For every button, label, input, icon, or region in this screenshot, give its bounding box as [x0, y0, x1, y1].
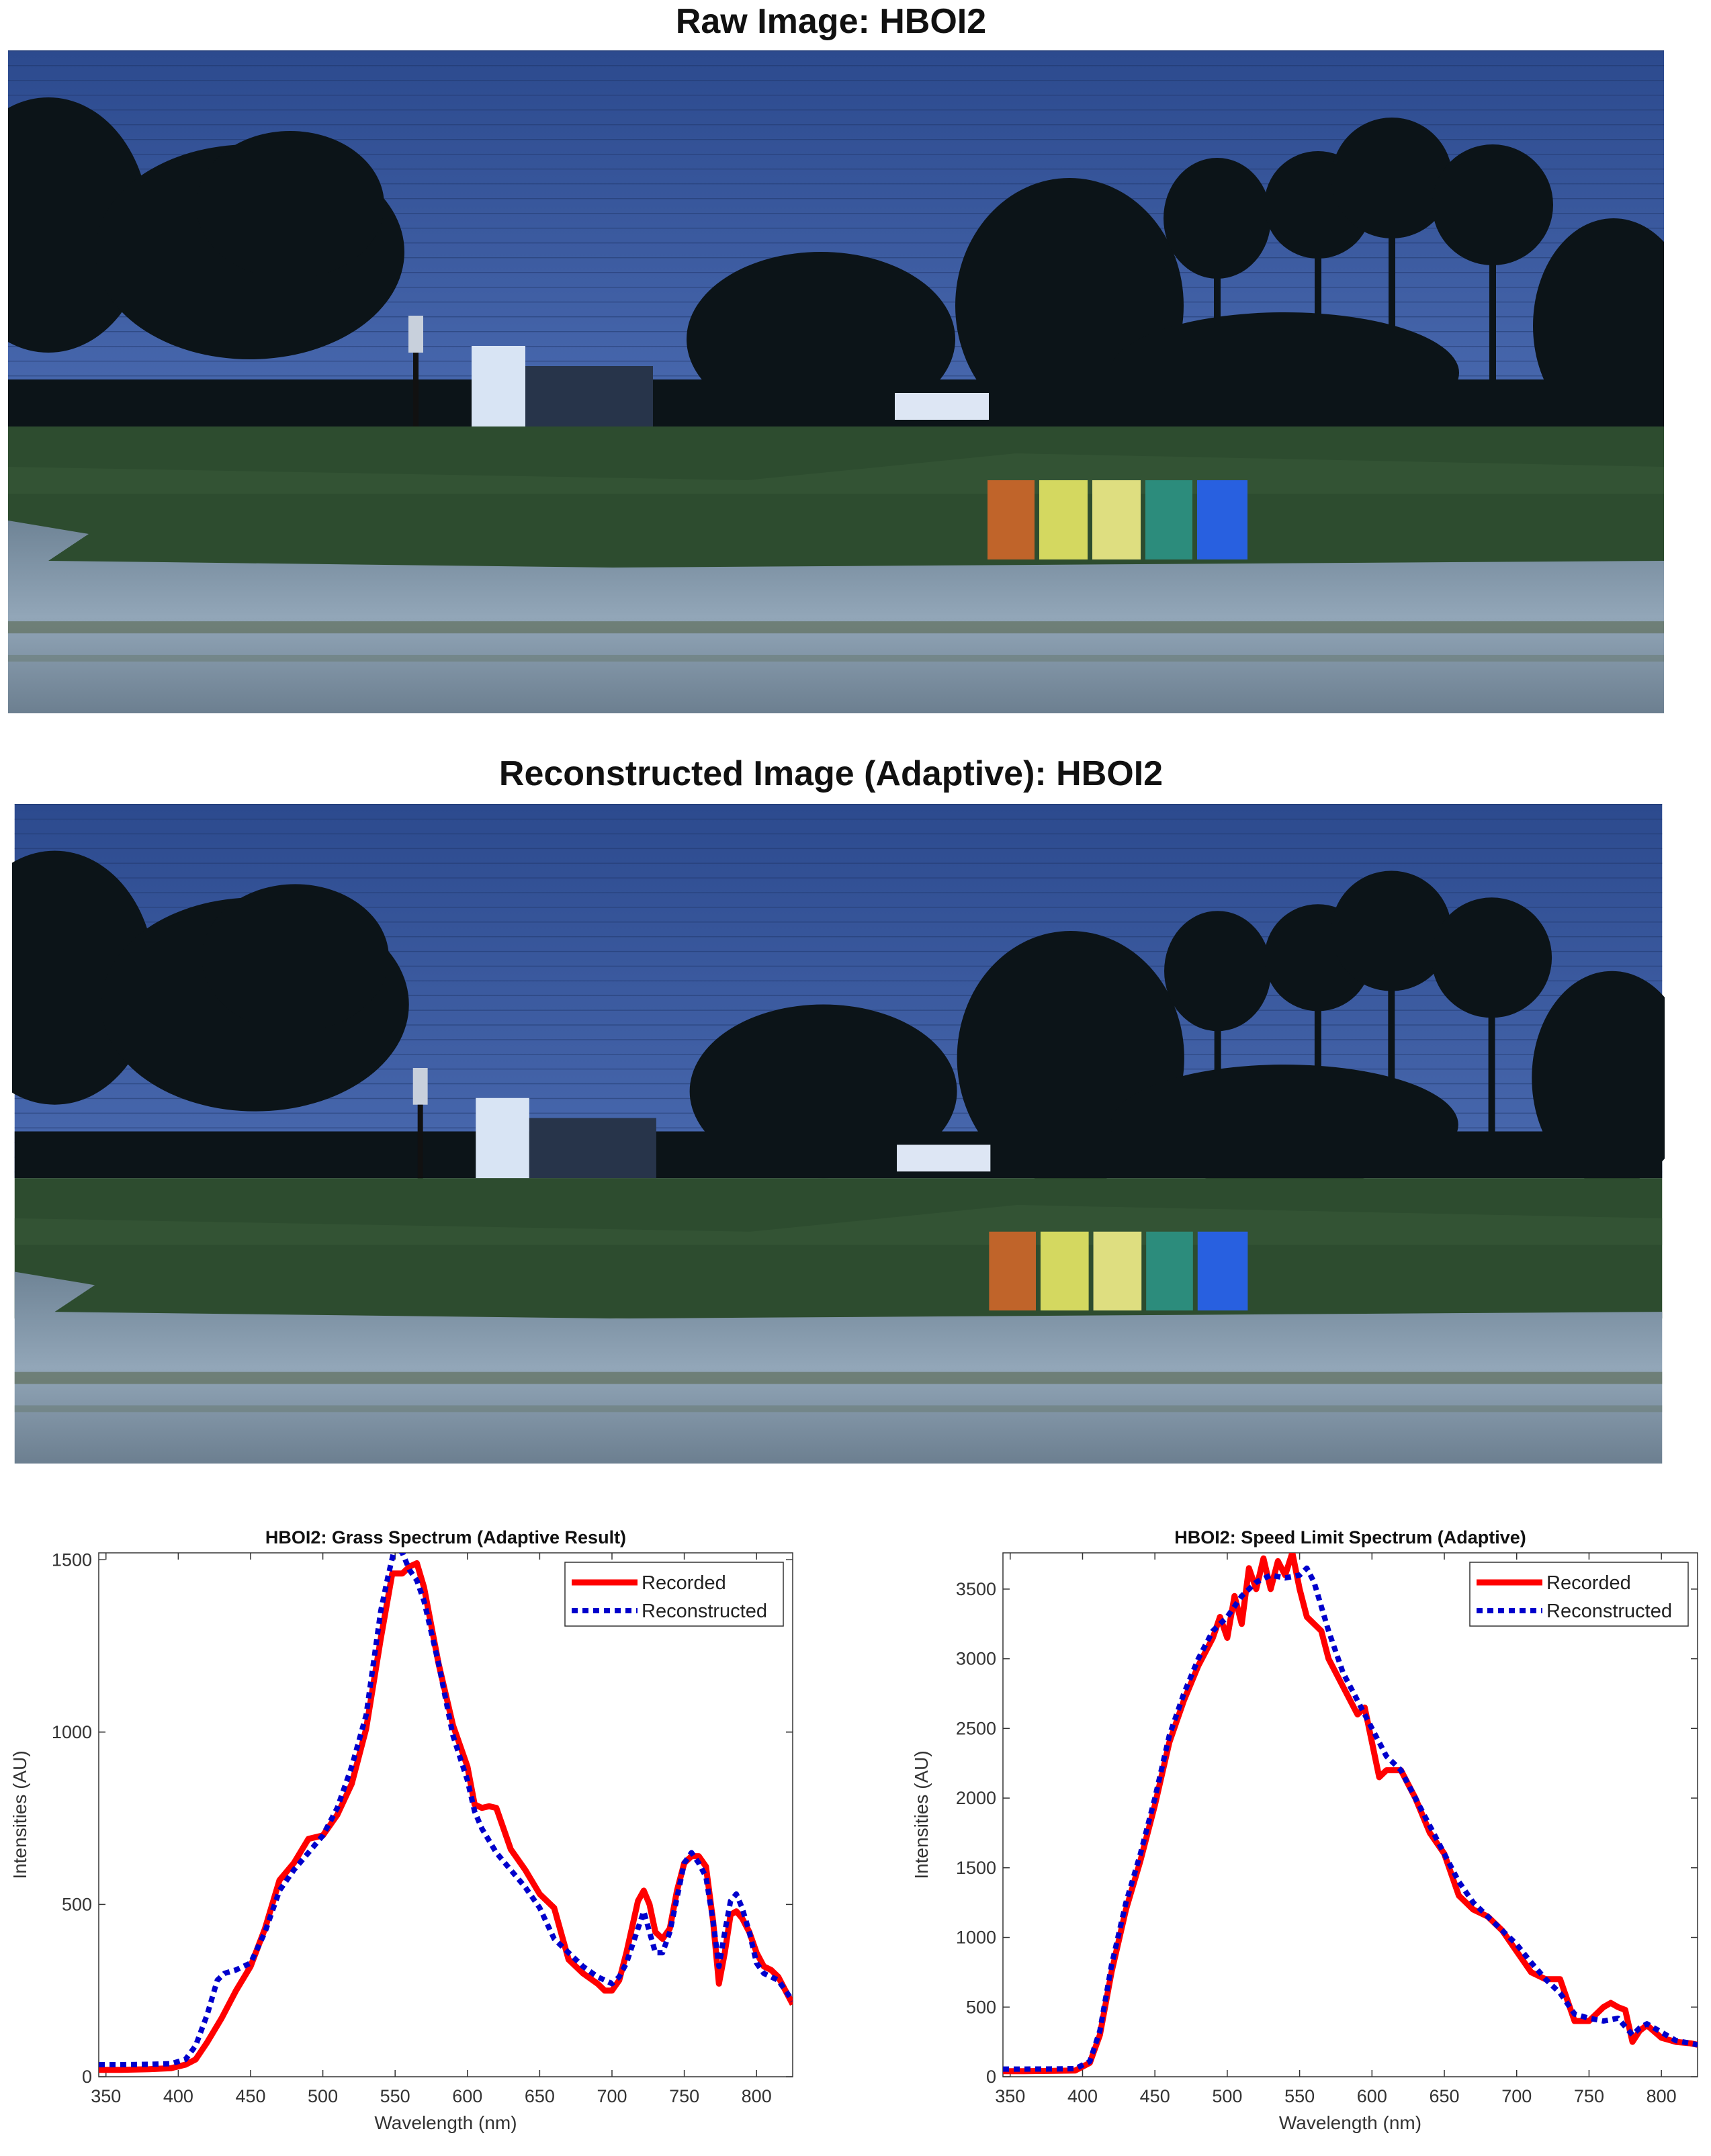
y-tick-label: 0	[986, 2067, 996, 2087]
scene-trees	[8, 97, 1664, 433]
y-axis-label: Intensities (AU)	[911, 1750, 932, 1879]
x-tick-label: 400	[163, 2086, 193, 2106]
series-line-reconstructed	[1003, 1565, 1698, 2072]
scene-trees	[12, 850, 1665, 1185]
x-tick-label: 750	[1574, 2086, 1604, 2106]
scene-grass	[14, 1178, 1663, 1319]
legend-label: Recorded	[642, 1572, 726, 1594]
scene-sky	[8, 50, 1664, 426]
series-line-recorded	[1003, 1553, 1698, 2075]
scene-color-panels	[988, 480, 1247, 559]
x-tick-label: 700	[597, 2086, 627, 2106]
x-tick-label: 800	[1647, 2086, 1677, 2106]
legend-label: Reconstructed	[1546, 1601, 1672, 1622]
x-tick-label: 750	[669, 2086, 699, 2106]
scene-road	[14, 1271, 1663, 1464]
y-tick-label: 0	[82, 2067, 92, 2087]
x-tick-label: 500	[308, 2086, 338, 2106]
x-tick-label: 800	[742, 2086, 772, 2106]
scene-color-panels	[989, 1231, 1248, 1311]
x-tick-label: 550	[380, 2086, 410, 2106]
legend-label: Recorded	[1546, 1572, 1631, 1594]
grass-spectrum-chart: HBOI2: Grass Spectrum (Adaptive Result) 3…	[9, 1527, 793, 2133]
y-tick-label: 2500	[956, 1718, 996, 1738]
y-tick-label: 3000	[956, 1649, 996, 1669]
x-tick-label: 350	[91, 2086, 121, 2106]
legend: Recorded Reconstructed	[1469, 1562, 1689, 1627]
y-tick-label: 1000	[52, 1722, 92, 1742]
y-tick-label: 1500	[956, 1858, 996, 1878]
speed-limit-spectrum-chart: HBOI2: Speed Limit Spectrum (Adaptive) 35…	[911, 1527, 1698, 2133]
x-tick-label: 400	[1067, 2086, 1098, 2106]
x-tick-label: 600	[452, 2086, 482, 2106]
legend-box	[564, 1562, 784, 1627]
y-tick-label: 500	[62, 1894, 92, 1914]
scene-building	[476, 1097, 991, 1179]
x-axis-label: Wavelength (nm)	[1279, 2112, 1421, 2133]
raw-image-title: Raw Image: HBOI2	[675, 2, 987, 41]
chart-title: HBOI2: Grass Spectrum (Adaptive Result)	[265, 1527, 626, 1547]
series-line-reconstructed	[99, 1553, 793, 2067]
x-tick-label: 450	[235, 2086, 265, 2106]
y-tick-label: 2000	[956, 1788, 996, 1808]
x-tick-label: 450	[1140, 2086, 1170, 2106]
plot-area	[98, 1552, 793, 2077]
reconstructed-image-title: Reconstructed Image (Adaptive): HBOI2	[498, 754, 1164, 793]
legend: Recorded Reconstructed	[564, 1562, 784, 1627]
legend-box	[1469, 1562, 1689, 1627]
y-tick-label: 1500	[52, 1549, 92, 1570]
chart-title: HBOI2: Speed Limit Spectrum (Adaptive)	[1174, 1527, 1526, 1547]
series-line-recorded	[99, 1560, 793, 2073]
scene-building	[472, 346, 989, 426]
reconstructed-image	[12, 804, 1665, 1464]
x-tick-label: 550	[1284, 2086, 1315, 2106]
plot-area	[1002, 1552, 1698, 2077]
x-tick-label: 600	[1357, 2086, 1387, 2106]
y-tick-label: 500	[966, 1997, 996, 2017]
x-tick-label: 650	[525, 2086, 555, 2106]
x-tick-label: 650	[1429, 2086, 1459, 2106]
raw-image	[8, 50, 1664, 713]
x-axis-label: Wavelength (nm)	[374, 2112, 517, 2133]
y-tick-label: 3500	[956, 1579, 996, 1599]
scene-road	[8, 521, 1664, 713]
y-tick-label: 1000	[956, 1928, 996, 1948]
x-tick-label: 500	[1212, 2086, 1242, 2106]
legend-label: Reconstructed	[642, 1601, 767, 1622]
x-tick-label: 350	[995, 2086, 1025, 2106]
scene-grass	[8, 426, 1664, 568]
y-axis-label: Intensities (AU)	[9, 1750, 30, 1879]
x-tick-label: 700	[1501, 2086, 1532, 2106]
